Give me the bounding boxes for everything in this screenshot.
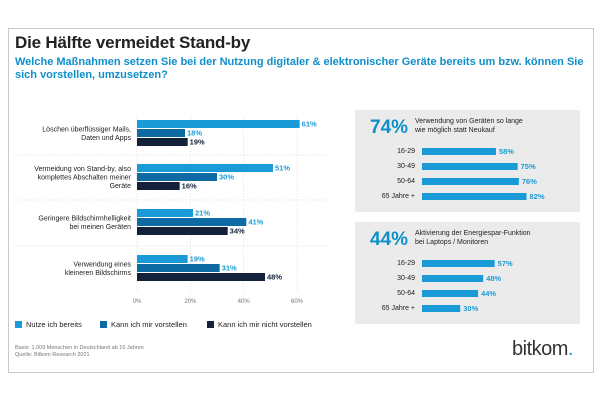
bar-nicht xyxy=(137,273,265,281)
legend-swatch-nicht xyxy=(207,321,214,328)
panel-neukauf-data-label: 75% xyxy=(521,162,536,171)
data-label: 19% xyxy=(190,255,205,264)
category-label: Daten und Apps xyxy=(81,135,131,142)
footnote-basis: Basis: 1.009 Menschen in Deutschland ab … xyxy=(15,345,144,351)
category-label: Verwendung eines xyxy=(73,261,131,268)
footnote: Basis: 1.009 Menschen in Deutschland ab … xyxy=(15,345,144,359)
legend-swatch-vorstellen xyxy=(100,321,107,328)
footnote-source: Quelle: Bitkom Research 2021 xyxy=(15,352,90,358)
panel-neukauf-data-label: 76% xyxy=(522,177,537,186)
bar-bereits xyxy=(137,120,300,128)
bar-nicht xyxy=(137,182,180,190)
panel-neukauf-category-label: 16-29 xyxy=(397,148,415,155)
panel-energiespar-data-label: 48% xyxy=(486,274,501,283)
panel-energiespar-category-label: 16-29 xyxy=(397,260,415,267)
bar-bereits xyxy=(137,164,273,172)
bitkom-logo: bitkom. xyxy=(512,338,573,361)
panel-neukauf-data-label: 82% xyxy=(530,192,545,201)
x-tick-label: 60% xyxy=(291,299,304,305)
panel-energiespar-bar xyxy=(422,290,479,297)
category-label: komplettes Abschalten meiner xyxy=(38,175,132,182)
data-label: 18% xyxy=(187,129,202,138)
data-label: 21% xyxy=(195,209,210,218)
data-label: 16% xyxy=(182,182,197,191)
bar-bereits xyxy=(137,255,188,263)
x-tick-label: 40% xyxy=(238,299,251,305)
legend-label-nicht: Kann ich mir nicht vorstellen xyxy=(218,320,312,329)
panel-energiespar-description: bei Laptops / Monitoren xyxy=(415,239,488,246)
bar-vorstellen xyxy=(137,218,247,226)
panel-energiespar-data-label: 57% xyxy=(498,259,513,268)
category-label: Geräte xyxy=(110,183,132,190)
bar-vorstellen xyxy=(137,173,217,181)
panel-neukauf-data-label: 58% xyxy=(499,147,514,156)
bar-bereits xyxy=(137,209,193,217)
data-label: 30% xyxy=(219,173,234,182)
category-label: kleineren Bildschirms xyxy=(65,270,132,277)
panel-neukauf-category-label: 50-64 xyxy=(397,178,415,185)
category-label: Vermeidung von Stand-by, also xyxy=(34,166,131,173)
legend-item-bereits: Nutze ich bereits xyxy=(15,320,82,329)
data-label: 51% xyxy=(275,164,290,173)
data-label: 61% xyxy=(302,120,317,129)
data-label: 34% xyxy=(230,227,245,236)
data-label: 48% xyxy=(267,273,282,282)
panel-energiespar-headline: 44% xyxy=(370,229,408,250)
legend-label-vorstellen: Kann ich mir vorstellen xyxy=(111,320,187,329)
panel-neukauf-bar xyxy=(422,148,496,155)
panel-energiespar-data-label: 30% xyxy=(463,304,478,313)
bar-vorstellen xyxy=(137,264,220,272)
panel-energiespar-category-label: 65 Jahre + xyxy=(382,305,415,312)
data-label: 41% xyxy=(248,218,263,227)
panel-neukauf-headline: 74% xyxy=(370,117,408,138)
panel-energiespar-description: Aktivierung der Energiespar-Funktion xyxy=(415,230,531,237)
panel-energiespar-bar xyxy=(422,305,461,312)
chart-subtitle: Welche Maßnahmen setzen Sie bei der Nutz… xyxy=(15,56,584,81)
legend-swatch-bereits xyxy=(15,321,22,328)
panel-energiespar-bar xyxy=(422,275,484,282)
data-label: 19% xyxy=(190,138,205,147)
panel-neukauf-bar xyxy=(422,193,527,200)
panel-energiespar-category-label: 30-49 xyxy=(397,275,415,282)
bar-nicht xyxy=(137,138,188,146)
logo-text: bitkom xyxy=(512,338,568,360)
panel-neukauf-bar xyxy=(422,178,519,185)
category-label: Geringere Bildschirmhelligkeit xyxy=(38,215,131,222)
panel-energiespar-data-label: 44% xyxy=(481,289,496,298)
legend-label-bereits: Nutze ich bereits xyxy=(26,320,82,329)
panel-energiespar-category-label: 50-64 xyxy=(397,290,415,297)
panel-neukauf-category-label: 65 Jahre + xyxy=(382,193,415,200)
panel-neukauf-bar xyxy=(422,163,518,170)
panel-neukauf-description: wie möglich statt Neukauf xyxy=(414,127,495,134)
x-tick-label: 20% xyxy=(184,299,197,305)
x-tick-label: 0% xyxy=(133,299,142,305)
panel-neukauf-category-label: 30-49 xyxy=(397,163,415,170)
panel-neukauf-description: Verwendung von Geräten so lange xyxy=(415,118,523,125)
legend-item-vorstellen: Kann ich mir vorstellen xyxy=(100,320,187,329)
panel-energiespar-background xyxy=(355,222,580,324)
category-label: bei meinen Geräten xyxy=(70,224,132,231)
panel-energiespar-bar xyxy=(422,260,495,267)
chart-title: Die Hälfte vermeidet Stand-by xyxy=(15,33,251,52)
legend-item-nicht: Kann ich mir nicht vorstellen xyxy=(207,320,312,329)
logo-dot-icon: . xyxy=(567,338,574,360)
category-label: Löschen überflüssiger Mails, xyxy=(42,126,131,133)
bar-nicht xyxy=(137,227,228,235)
data-label: 31% xyxy=(222,264,237,273)
bar-vorstellen xyxy=(137,129,185,137)
